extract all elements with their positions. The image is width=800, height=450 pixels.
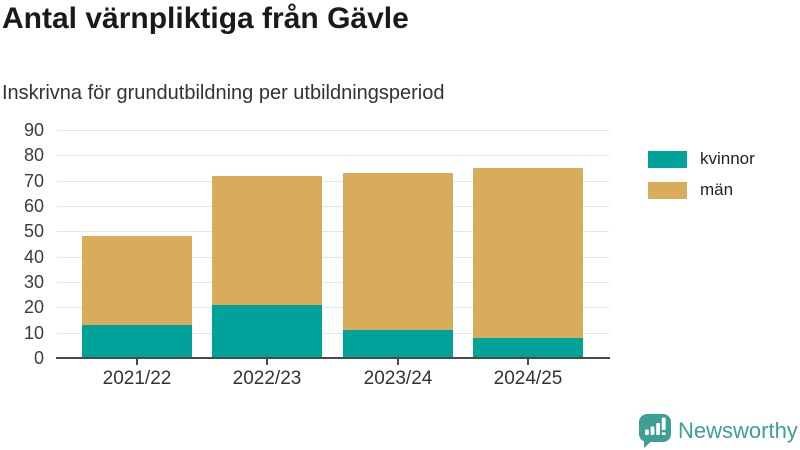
x-axis-label: 2021/22 xyxy=(102,368,172,389)
y-axis-label: 80 xyxy=(23,145,44,165)
x-axis-tick xyxy=(136,359,138,365)
bar-kvinnor-2021/22 xyxy=(82,325,192,358)
legend-label: kvinnor xyxy=(700,149,755,168)
newsworthy-logo-icon xyxy=(639,414,671,448)
x-axis-tick xyxy=(397,359,399,365)
y-axis-label: 20 xyxy=(23,297,44,317)
y-axis: 0 10 20 30 40 50 60 70 80 90 xyxy=(0,120,44,368)
chart-title: Antal värnpliktiga från Gävle xyxy=(2,2,409,35)
chart-subtitle: Inskrivna för grundutbildning per utbild… xyxy=(2,82,445,104)
legend-item-kvinnor: kvinnor xyxy=(648,149,755,169)
y-axis-label: 60 xyxy=(23,196,44,216)
x-axis-tick xyxy=(266,359,268,365)
gridline xyxy=(57,307,609,308)
bar-män-2024/25 xyxy=(473,168,583,338)
bar-kvinnor-2024/25 xyxy=(473,338,583,358)
bar-män-2023/24 xyxy=(343,173,453,330)
y-axis-label: 10 xyxy=(23,323,44,343)
y-axis-label: 30 xyxy=(23,272,44,292)
legend-label: män xyxy=(700,180,734,199)
y-axis-label: 50 xyxy=(23,221,44,241)
y-axis-label: 0 xyxy=(33,348,44,368)
x-axis-label: 2022/23 xyxy=(232,368,302,389)
legend-swatch xyxy=(648,181,687,199)
gridline xyxy=(57,231,609,232)
legend-item-män: män xyxy=(648,180,755,200)
newsworthy-logo-text: Newsworthy xyxy=(678,417,798,443)
bar-kvinnor-2022/23 xyxy=(212,305,322,358)
bar-män-2022/23 xyxy=(212,176,322,305)
x-axis: 2021/22 2022/23 2023/24 2024/25 xyxy=(57,359,609,399)
y-axis-label: 90 xyxy=(23,120,44,140)
x-axis-line xyxy=(56,357,610,359)
bar-kvinnor-2023/24 xyxy=(343,330,453,358)
gridline xyxy=(57,130,609,131)
x-axis-tick xyxy=(527,359,529,365)
y-axis-label: 70 xyxy=(23,171,44,191)
bar-män-2021/22 xyxy=(82,236,192,325)
gridline xyxy=(57,282,609,283)
gridline xyxy=(57,257,609,258)
plot-area xyxy=(57,130,609,358)
x-axis-label: 2024/25 xyxy=(493,368,563,389)
x-axis-label: 2023/24 xyxy=(363,368,433,389)
newsworthy-logo: Newsworthy xyxy=(638,413,798,448)
gridline xyxy=(57,155,609,156)
legend: kvinnor män xyxy=(648,149,755,211)
gridline xyxy=(57,181,609,182)
gridline xyxy=(57,206,609,207)
legend-swatch xyxy=(648,150,687,168)
gridline xyxy=(57,333,609,334)
y-axis-label: 40 xyxy=(23,247,44,267)
